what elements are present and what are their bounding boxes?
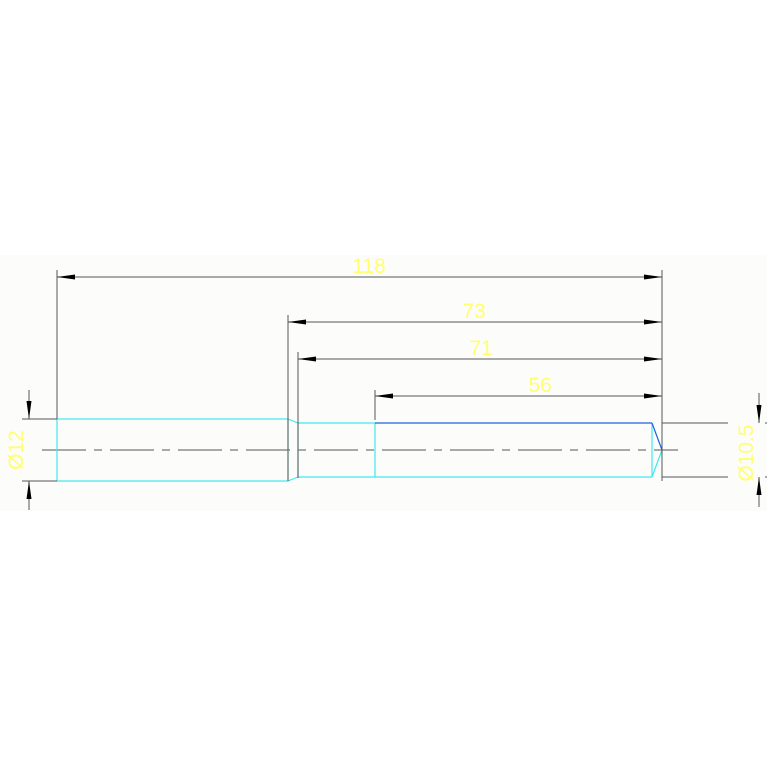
dimension-73: 73 bbox=[288, 300, 662, 325]
tip-edge-top bbox=[651, 422, 663, 451]
dimension-71: 71 bbox=[298, 337, 662, 362]
dimension-diameter-12: Ø12 bbox=[5, 390, 32, 510]
dimension-label-73: 73 bbox=[462, 300, 485, 323]
dimension-label-diameter-12: Ø12 bbox=[5, 430, 28, 470]
dimension-label-71: 71 bbox=[469, 337, 492, 360]
drawing-area bbox=[0, 255, 767, 511]
dimension-56: 56 bbox=[375, 374, 662, 399]
dimension-118: 118 bbox=[57, 255, 662, 280]
dimension-diameter-10-5: Ø10.5 bbox=[735, 393, 762, 507]
dimension-label-diameter-10-5: Ø10.5 bbox=[735, 424, 758, 481]
dimension-label-118: 118 bbox=[352, 255, 385, 278]
tip-edge-bottom bbox=[651, 449, 663, 478]
dimension-label-56: 56 bbox=[528, 374, 551, 397]
